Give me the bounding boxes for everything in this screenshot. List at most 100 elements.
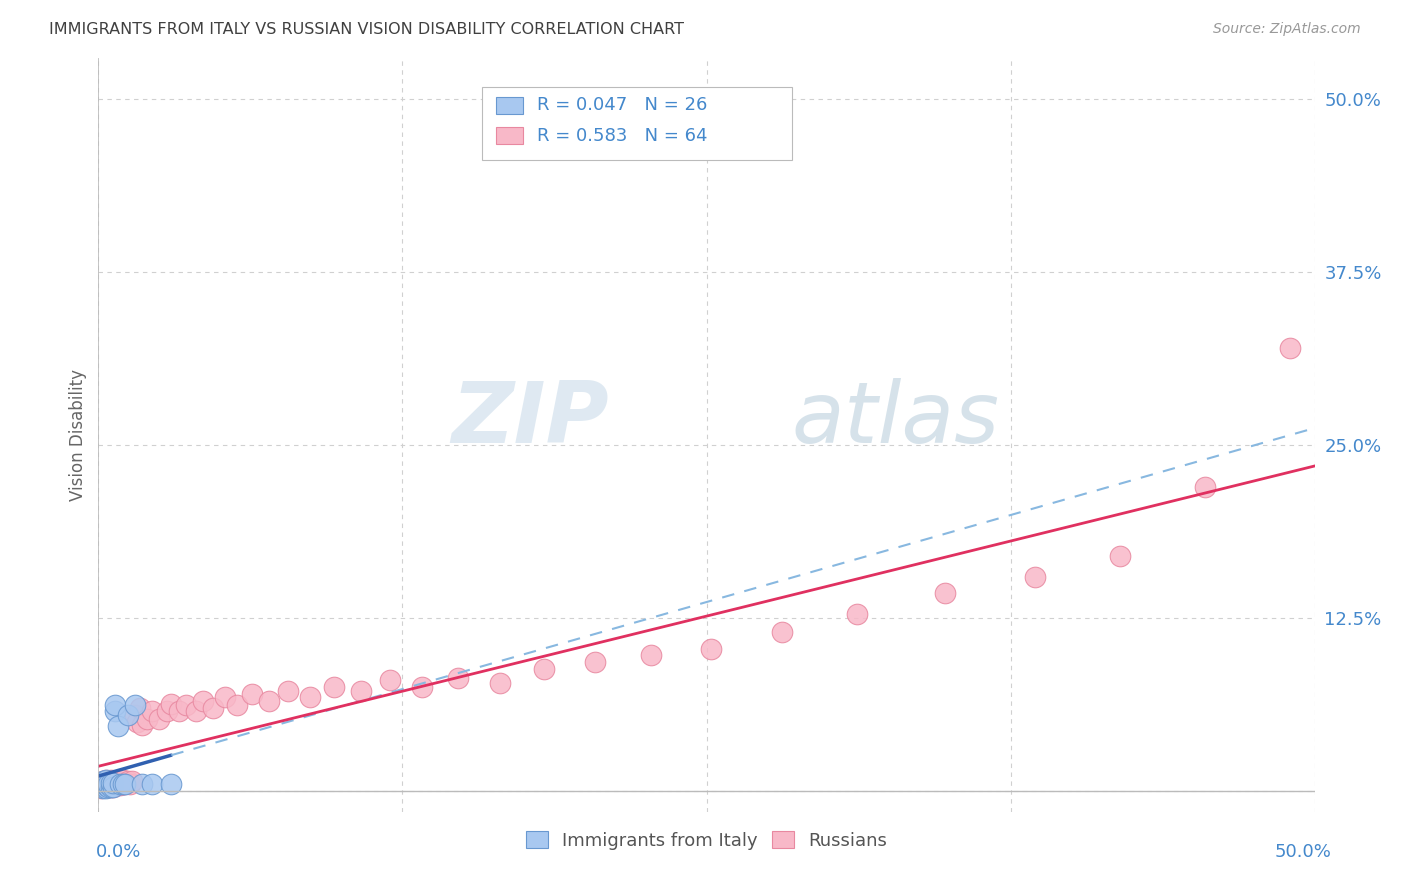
Point xyxy=(488,676,510,690)
Point xyxy=(214,690,236,704)
Point xyxy=(104,698,127,713)
Point xyxy=(91,780,114,794)
Point xyxy=(104,774,127,789)
Text: ZIP: ZIP xyxy=(451,378,609,461)
Point xyxy=(101,775,124,789)
Point xyxy=(350,684,373,698)
Point xyxy=(131,777,153,791)
Point xyxy=(1279,342,1302,356)
Point xyxy=(117,707,139,722)
Text: atlas: atlas xyxy=(792,378,1000,461)
Point xyxy=(533,662,555,676)
Point xyxy=(90,781,112,796)
Point xyxy=(640,648,662,663)
Point xyxy=(117,774,139,789)
Point xyxy=(1109,549,1132,563)
Y-axis label: Vision Disability: Vision Disability xyxy=(69,369,87,500)
FancyBboxPatch shape xyxy=(496,128,523,144)
Point xyxy=(94,777,117,791)
Point xyxy=(100,780,122,794)
Point xyxy=(167,704,190,718)
Point xyxy=(97,774,120,789)
Point xyxy=(100,780,122,794)
Point xyxy=(104,704,127,718)
Text: R = 0.583   N = 64: R = 0.583 N = 64 xyxy=(537,127,709,145)
Point xyxy=(770,624,793,639)
Point xyxy=(107,774,129,789)
Point xyxy=(97,777,120,791)
FancyBboxPatch shape xyxy=(496,97,523,114)
Point xyxy=(118,777,141,791)
Point xyxy=(101,775,124,789)
Point xyxy=(155,704,177,718)
Point xyxy=(121,774,143,789)
Point xyxy=(380,673,402,688)
Point xyxy=(141,777,163,791)
Point xyxy=(94,780,117,794)
Point xyxy=(201,701,224,715)
Point xyxy=(191,694,214,708)
Point xyxy=(700,641,723,656)
Point xyxy=(91,774,114,789)
Point xyxy=(128,701,150,715)
Point xyxy=(141,704,163,718)
Point xyxy=(184,704,207,718)
Point xyxy=(94,772,117,787)
Text: IMMIGRANTS FROM ITALY VS RUSSIAN VISION DISABILITY CORRELATION CHART: IMMIGRANTS FROM ITALY VS RUSSIAN VISION … xyxy=(49,22,685,37)
Point xyxy=(91,779,114,793)
Point xyxy=(124,707,146,722)
Point xyxy=(97,780,120,794)
Point xyxy=(299,690,322,704)
Point xyxy=(110,777,132,791)
Point xyxy=(174,698,197,713)
Point xyxy=(104,779,127,793)
Text: 50.0%: 50.0% xyxy=(1275,843,1331,861)
Point xyxy=(240,687,263,701)
Point xyxy=(114,777,136,791)
Point xyxy=(934,586,956,600)
Point xyxy=(94,781,117,796)
Point xyxy=(101,780,124,794)
FancyBboxPatch shape xyxy=(481,87,792,161)
Text: 0.0%: 0.0% xyxy=(96,843,141,861)
Text: R = 0.047   N = 26: R = 0.047 N = 26 xyxy=(537,96,707,114)
Point xyxy=(114,777,136,791)
Point xyxy=(257,694,280,708)
Point xyxy=(111,777,134,791)
Point xyxy=(90,777,112,791)
Point xyxy=(846,607,869,621)
Point xyxy=(97,777,120,791)
Text: Source: ZipAtlas.com: Source: ZipAtlas.com xyxy=(1213,22,1361,37)
Legend: Immigrants from Italy, Russians: Immigrants from Italy, Russians xyxy=(519,824,894,857)
Point xyxy=(110,779,132,793)
Point xyxy=(323,680,346,694)
Point xyxy=(131,717,153,731)
Point xyxy=(90,780,112,794)
Point xyxy=(94,772,117,787)
Point xyxy=(1024,569,1046,583)
Point xyxy=(94,775,117,789)
Point xyxy=(100,775,122,789)
Point xyxy=(107,719,129,733)
Point xyxy=(101,780,124,794)
Point xyxy=(91,777,114,791)
Point xyxy=(160,697,183,711)
Point xyxy=(148,712,170,726)
Point xyxy=(226,698,249,713)
Point xyxy=(277,684,299,698)
Point xyxy=(90,777,112,791)
Point xyxy=(583,656,606,670)
Point xyxy=(111,772,134,787)
Point xyxy=(411,680,433,694)
Point xyxy=(107,779,129,793)
Point xyxy=(124,698,146,713)
Point xyxy=(94,779,117,793)
Point xyxy=(100,775,122,789)
Point xyxy=(160,777,183,791)
Point xyxy=(111,777,134,791)
Point xyxy=(127,714,149,729)
Point xyxy=(1194,480,1216,494)
Point xyxy=(136,712,159,726)
Point xyxy=(447,671,470,685)
Point xyxy=(100,772,122,787)
